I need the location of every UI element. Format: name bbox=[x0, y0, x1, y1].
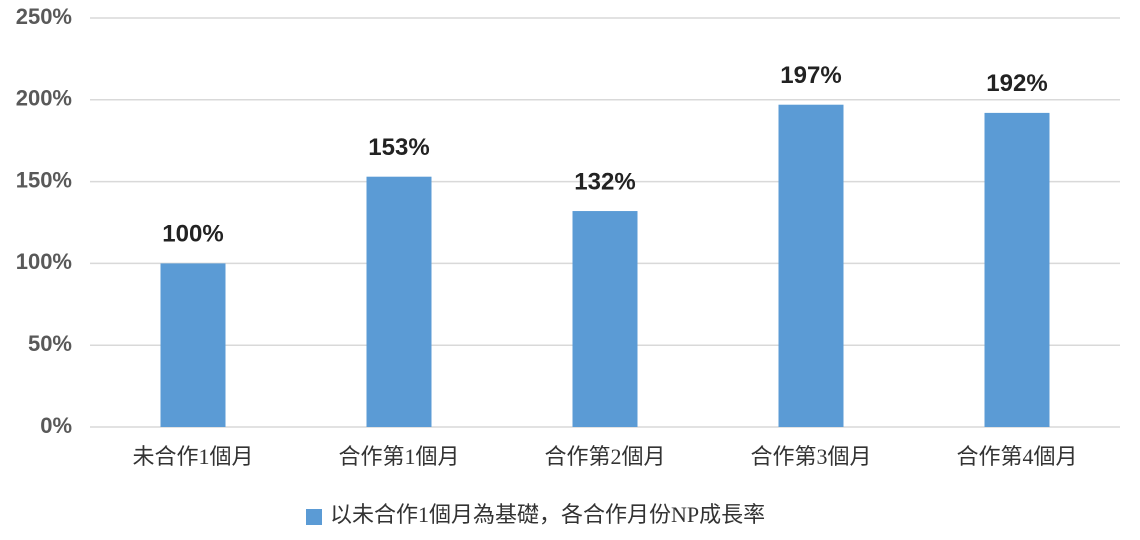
legend-swatch bbox=[306, 509, 322, 525]
bar bbox=[778, 104, 844, 427]
value-label: 153% bbox=[368, 134, 429, 161]
value-label: 100% bbox=[162, 221, 223, 248]
x-tick-label: 合作第2個月 bbox=[544, 444, 665, 469]
x-tick-label: 合作第3個月 bbox=[750, 444, 871, 469]
value-label: 197% bbox=[780, 62, 841, 89]
x-tick-label: 未合作1個月 bbox=[132, 444, 253, 469]
bar bbox=[572, 211, 638, 427]
y-tick-label: 200% bbox=[16, 86, 72, 111]
x-tick-label: 合作第1個月 bbox=[338, 444, 459, 469]
y-tick-label: 100% bbox=[16, 249, 72, 274]
y-tick-label: 150% bbox=[16, 167, 72, 192]
y-tick-label: 250% bbox=[16, 4, 72, 29]
bar bbox=[366, 176, 432, 427]
bar bbox=[984, 112, 1050, 427]
legend-label: 以未合作1個月為基礎，各合作月份NP成長率 bbox=[330, 502, 765, 527]
y-tick-label: 50% bbox=[28, 331, 72, 356]
x-tick-label: 合作第4個月 bbox=[956, 444, 1077, 469]
bar bbox=[160, 263, 226, 427]
value-label: 192% bbox=[986, 70, 1047, 97]
y-tick-label: 0% bbox=[40, 413, 72, 438]
value-label: 132% bbox=[574, 168, 635, 195]
